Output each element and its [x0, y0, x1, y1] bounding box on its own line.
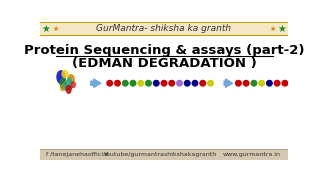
Circle shape	[289, 80, 296, 87]
Circle shape	[161, 80, 167, 87]
Circle shape	[176, 80, 183, 87]
Circle shape	[312, 80, 319, 87]
Ellipse shape	[56, 70, 66, 84]
Circle shape	[137, 80, 144, 87]
Circle shape	[297, 80, 304, 87]
Circle shape	[114, 80, 121, 87]
Circle shape	[266, 80, 273, 87]
Text: www.gurmantra.in: www.gurmantra.in	[222, 152, 280, 157]
FancyArrowPatch shape	[91, 79, 101, 87]
Text: ★: ★	[269, 26, 276, 32]
Circle shape	[184, 80, 191, 87]
Circle shape	[281, 80, 288, 87]
Bar	[40, 149, 288, 160]
Ellipse shape	[60, 77, 67, 89]
Circle shape	[251, 80, 257, 87]
Circle shape	[191, 80, 198, 87]
Circle shape	[153, 80, 160, 87]
Ellipse shape	[67, 74, 75, 85]
Text: ★: ★	[277, 24, 286, 33]
Circle shape	[305, 80, 312, 87]
Circle shape	[145, 80, 152, 87]
Ellipse shape	[66, 85, 72, 94]
Circle shape	[199, 80, 206, 87]
Circle shape	[122, 80, 129, 87]
Text: Youtube/gurmantrashikshakagranth: Youtube/gurmantrashikshakagranth	[103, 152, 217, 157]
Text: ★: ★	[52, 26, 59, 32]
Circle shape	[274, 80, 281, 87]
Ellipse shape	[61, 70, 68, 78]
Ellipse shape	[60, 84, 65, 91]
Circle shape	[243, 80, 250, 87]
Text: Protein Sequencing & assays (part-2): Protein Sequencing & assays (part-2)	[24, 44, 304, 57]
Text: GurMantra- shiksha ka granth: GurMantra- shiksha ka granth	[96, 24, 232, 33]
Bar	[40, 22, 288, 35]
Circle shape	[235, 80, 242, 87]
Circle shape	[168, 80, 175, 87]
Text: ★: ★	[42, 24, 51, 33]
Ellipse shape	[67, 77, 72, 84]
Circle shape	[130, 80, 137, 87]
Circle shape	[106, 80, 113, 87]
Ellipse shape	[62, 83, 73, 91]
Circle shape	[258, 80, 265, 87]
FancyArrowPatch shape	[224, 79, 233, 87]
Ellipse shape	[71, 81, 76, 88]
Text: (EDMAN DEGRADATION ): (EDMAN DEGRADATION )	[72, 57, 256, 70]
Text: f /tanejanehaofficial: f /tanejanehaofficial	[46, 152, 109, 157]
Circle shape	[207, 80, 214, 87]
